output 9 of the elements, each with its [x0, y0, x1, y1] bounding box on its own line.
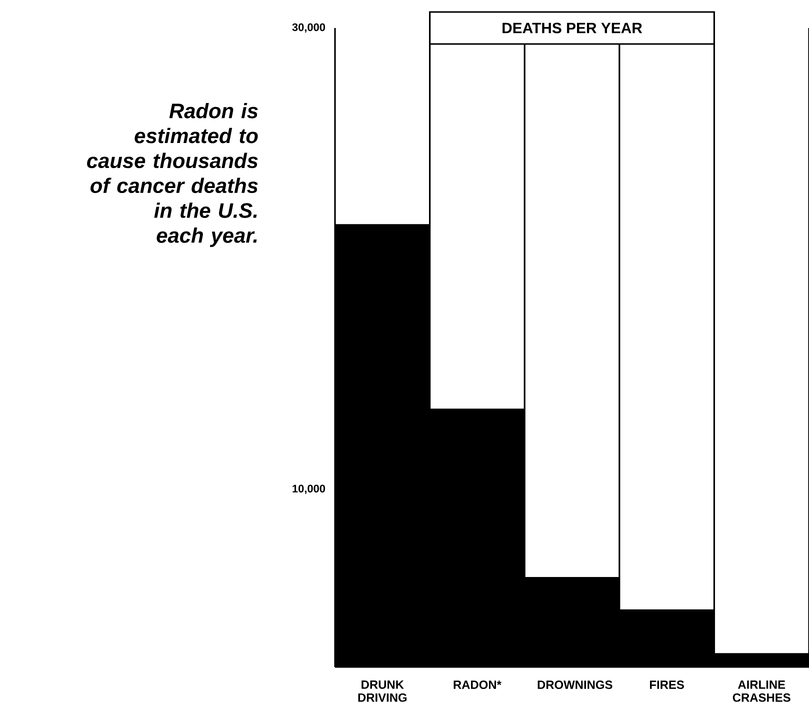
y-tick-label: 30,000 [292, 23, 326, 33]
x-tick-label: DRUNK DRIVING [358, 680, 407, 702]
text: Radon is estimated to cause thousands of cancer deaths in the U.S. each year. [87, 102, 258, 248]
x-tick-label: DROWNINGS [538, 680, 612, 689]
y-tick-label: 10,000 [292, 484, 326, 494]
x-tick-label: FIRES [650, 680, 684, 689]
x-tick-label: RADON* [454, 680, 502, 689]
chart-title: DEATHS PER YEAR [502, 22, 642, 34]
x-tick-label: AIRLINE CRASHES [732, 680, 790, 702]
